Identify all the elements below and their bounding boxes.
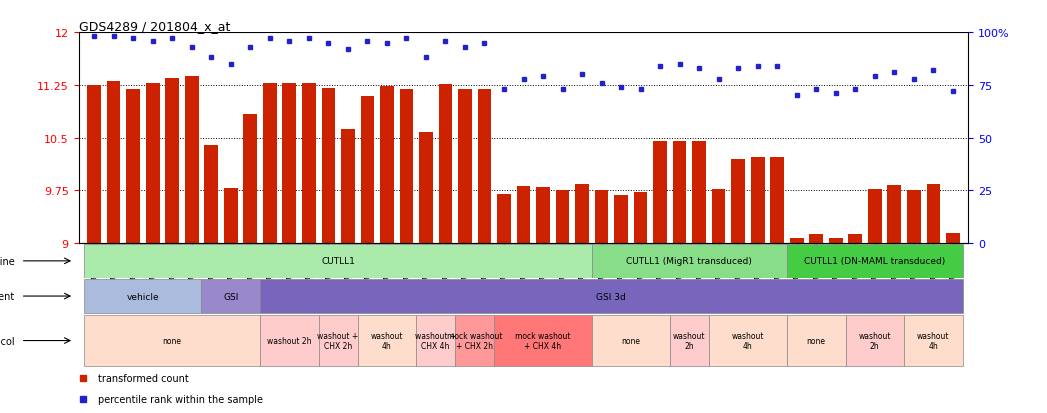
Text: GSI: GSI [223,292,239,301]
Bar [263,84,276,244]
Bar [497,195,511,244]
Bar [494,315,592,366]
Bar [358,315,416,366]
Text: vehicle: vehicle [127,292,159,301]
Bar [771,158,784,244]
Bar [592,244,787,278]
Bar [201,280,260,313]
Bar [846,315,904,366]
Bar [536,188,550,244]
Bar [416,315,455,366]
Bar [146,83,159,244]
Bar [653,141,667,244]
Text: washout
4h: washout 4h [917,331,950,350]
Text: CUTLL1 (MigR1 transduced): CUTLL1 (MigR1 transduced) [626,257,753,266]
Bar [575,185,588,244]
Bar [670,315,709,366]
Text: transformed count: transformed count [98,373,188,383]
Bar [829,238,843,244]
Bar [380,86,394,244]
Bar [888,185,901,244]
Text: none: none [621,336,641,345]
Bar [692,141,706,244]
Text: washout 2h: washout 2h [267,336,312,345]
Bar [848,235,862,244]
Bar [439,85,452,244]
Bar [595,190,608,244]
Text: cell line: cell line [0,256,15,266]
Bar [244,114,258,244]
Bar [341,130,355,244]
Bar [260,280,962,313]
Bar [787,315,846,366]
Bar [87,86,101,244]
Text: CUTLL1 (DN-MAML transduced): CUTLL1 (DN-MAML transduced) [804,257,945,266]
Bar [592,315,670,366]
Bar [400,90,414,244]
Bar [868,190,882,244]
Text: washout
2h: washout 2h [673,331,706,350]
Bar [302,84,315,244]
Text: percentile rank within the sample: percentile rank within the sample [98,394,263,404]
Bar [204,145,218,244]
Bar [85,244,592,278]
Bar [321,89,335,244]
Text: washout
2h: washout 2h [859,331,891,350]
Bar [556,191,570,244]
Bar [107,81,120,244]
Text: washout
4h: washout 4h [371,331,403,350]
Text: none: none [162,336,182,345]
Bar [673,141,687,244]
Text: GSI 3d: GSI 3d [597,292,626,301]
Bar [459,90,472,244]
Bar [712,190,726,244]
Text: CUTLL1: CUTLL1 [321,257,355,266]
Bar [419,133,432,244]
Bar [732,159,745,244]
Text: agent: agent [0,291,15,301]
Bar [260,315,318,366]
Bar [455,315,494,366]
Bar [224,188,238,244]
Bar [477,90,491,244]
Bar [751,158,764,244]
Text: GDS4289 / 201804_x_at: GDS4289 / 201804_x_at [79,20,230,33]
Bar [185,76,199,244]
Text: mock washout
+ CHX 4h: mock washout + CHX 4h [515,331,571,350]
Bar [809,235,823,244]
Bar [85,315,260,366]
Text: protocol: protocol [0,336,15,346]
Bar [360,97,374,244]
Bar [615,196,628,244]
Bar [789,239,803,244]
Text: none: none [807,336,826,345]
Bar [787,244,962,278]
Bar [904,315,962,366]
Bar [127,90,140,244]
Bar [165,79,179,244]
Bar [927,185,940,244]
Text: washout +
CHX 4h: washout + CHX 4h [415,331,456,350]
Text: washout +
CHX 2h: washout + CHX 2h [317,331,359,350]
Text: mock washout
+ CHX 2h: mock washout + CHX 2h [447,331,503,350]
Bar [907,191,920,244]
Bar [85,280,201,313]
Bar [709,315,787,366]
Bar [516,186,531,244]
Bar [283,83,296,244]
Bar [318,315,358,366]
Text: washout
4h: washout 4h [732,331,764,350]
Bar [946,234,960,244]
Bar [633,192,647,244]
